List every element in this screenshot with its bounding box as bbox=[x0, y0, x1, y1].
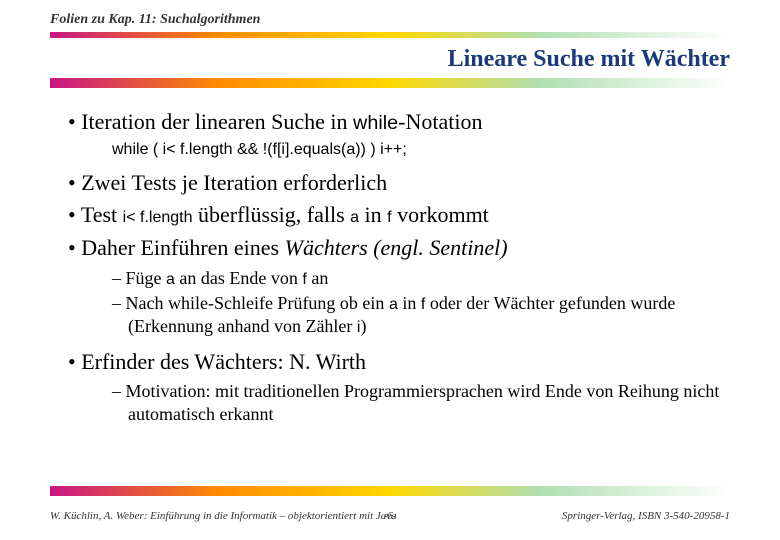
text: vorkommt bbox=[392, 202, 489, 227]
footer: W. Küchlin, A. Weber: Einführung in die … bbox=[50, 510, 730, 522]
text: an das Ende von bbox=[175, 268, 302, 288]
bullet-test-redundant: Test i< f.length überflüssig, falls a in… bbox=[60, 201, 730, 230]
footer-publisher: Springer-Verlag, ISBN 3-540-20958-1 bbox=[562, 510, 730, 522]
code-a: a bbox=[389, 296, 398, 313]
dash-motivation: Motivation: mit traditionellen Programmi… bbox=[108, 380, 730, 425]
code-cond: i< f.length bbox=[123, 209, 193, 226]
text: Test bbox=[81, 202, 123, 227]
dash-append: Füge a an das Ende von f an bbox=[108, 267, 730, 290]
text: in bbox=[398, 293, 421, 313]
header-chapter: Folien zu Kap. 11: Suchalgorithmen bbox=[50, 12, 260, 28]
text: an bbox=[307, 268, 329, 288]
header-divider bbox=[50, 32, 730, 38]
text: Nach while-Schleife Prüfung ob ein bbox=[126, 293, 389, 313]
text: Daher Einführen eines bbox=[81, 235, 284, 260]
text: in bbox=[359, 202, 387, 227]
text: Füge bbox=[126, 268, 167, 288]
footer-divider bbox=[50, 486, 730, 496]
text: ) bbox=[360, 316, 366, 336]
sentinel-term: Wächters (engl. Sentinel) bbox=[285, 235, 508, 260]
footer-page: -6- bbox=[384, 510, 397, 522]
slide-title: Lineare Suche mit Wächter bbox=[448, 46, 730, 73]
bullet-iteration: Iteration der linearen Suche in while-No… bbox=[60, 108, 730, 137]
code-snippet: while ( i< f.length && !(f[i].equals(a))… bbox=[112, 141, 730, 159]
text: -Notation bbox=[398, 109, 482, 134]
text: Iteration der linearen Suche in bbox=[81, 109, 353, 134]
bullet-sentinel: Daher Einführen eines Wächters (engl. Se… bbox=[60, 234, 730, 263]
footer-authors: W. Küchlin, A. Weber: Einführung in die … bbox=[50, 510, 397, 522]
dash-check: Nach while-Schleife Prüfung ob ein a in … bbox=[108, 292, 730, 338]
title-divider bbox=[50, 78, 730, 88]
code-a: a bbox=[166, 271, 175, 288]
bullet-two-tests: Zwei Tests je Iteration erforderlich bbox=[60, 169, 730, 198]
code-while: while bbox=[353, 112, 398, 134]
text: überflüssig, falls bbox=[192, 202, 350, 227]
content-area: Iteration der linearen Suche in while-No… bbox=[60, 108, 730, 427]
code-a: a bbox=[350, 209, 359, 226]
bullet-inventor: Erfinder des Wächters: N. Wirth bbox=[60, 348, 730, 377]
